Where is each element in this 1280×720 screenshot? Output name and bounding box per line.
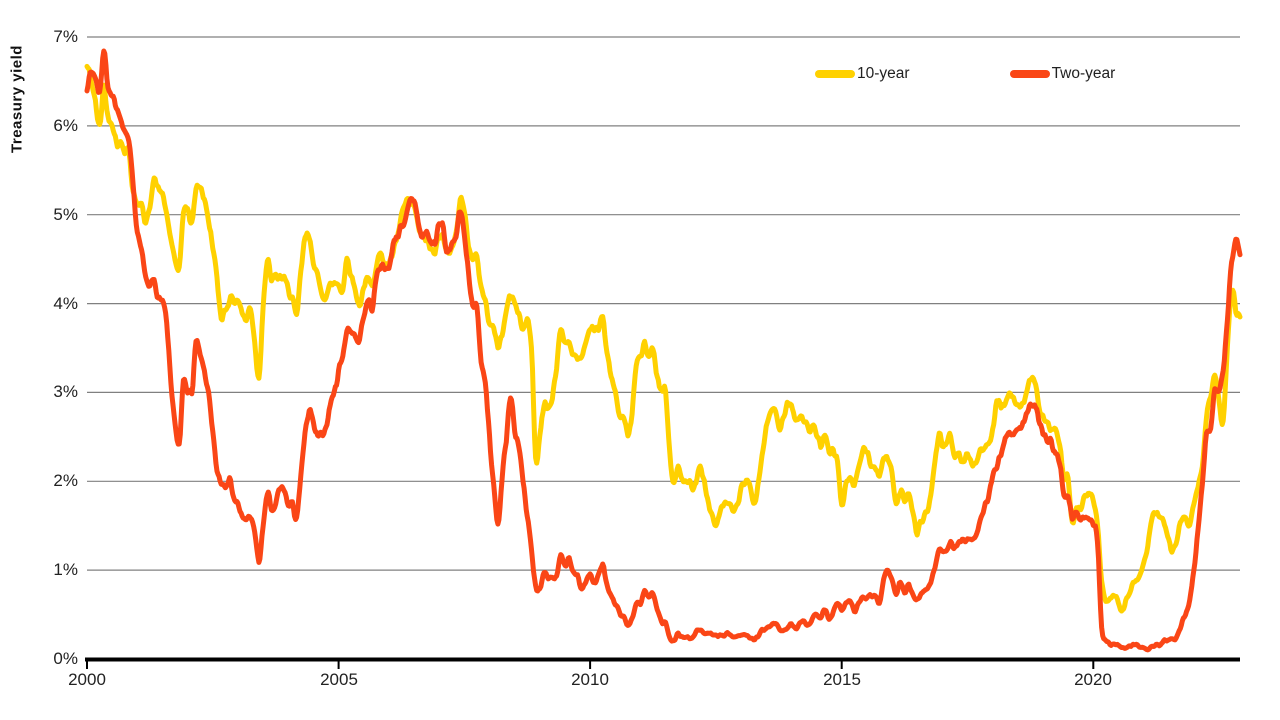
legend-item-two-year: Two-year (1009, 65, 1116, 83)
y-tick-label: 1% (53, 560, 78, 579)
y-tick-label: 0% (53, 649, 78, 668)
legend-swatch-10-year-icon (815, 70, 855, 78)
legend-label-two-year: Two-year (1051, 65, 1116, 82)
x-tick-label: 2000 (68, 670, 106, 689)
y-tick-label: 2% (53, 471, 78, 490)
legend-label-10-year: 10-year (857, 65, 910, 82)
legend-swatch-two-year-icon (1009, 70, 1050, 78)
y-tick-label: 5% (53, 205, 78, 224)
y-tick-label: 3% (53, 382, 78, 401)
x-tick-label: 2020 (1074, 670, 1112, 689)
x-tick-label: 2010 (571, 670, 609, 689)
legend-item-10-year: 10-year (815, 65, 910, 83)
y-tick-label: 6% (53, 116, 78, 135)
legend: 10-year Two-year (815, 65, 1115, 83)
x-tick-label: 2015 (823, 670, 861, 689)
y-tick-label: 4% (53, 294, 78, 313)
x-tick-label: 2005 (320, 670, 358, 689)
y-tick-label: 7% (53, 27, 78, 46)
